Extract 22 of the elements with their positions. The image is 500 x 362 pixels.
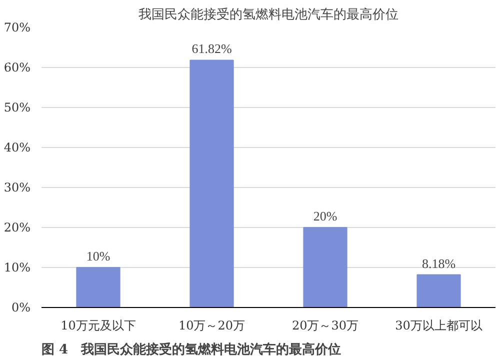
data-label: 8.18% — [422, 256, 456, 271]
data-label: 20% — [313, 208, 338, 224]
y-tick-label: 50% — [4, 100, 30, 114]
y-tick-label: 20% — [4, 220, 30, 234]
caption: 图 4 我国民众能接受的氢燃料电池汽车的最高价位 — [42, 342, 342, 358]
y-tick-label: 30% — [4, 180, 30, 194]
bar — [416, 274, 461, 308]
x-tick-label: 10万～20万 — [178, 318, 246, 332]
y-tick-label: 40% — [4, 140, 30, 154]
y-tick-label: 10% — [4, 260, 30, 274]
bar — [303, 227, 348, 308]
data-label: 61.82% — [192, 41, 232, 56]
data-label: 10% — [86, 248, 110, 264]
bar — [190, 60, 234, 308]
y-tick-label: 0% — [11, 300, 31, 314]
y-tick-label: 60% — [4, 60, 30, 74]
chart-title: 我国民众能接受的氢燃料电池汽车的最高价位 — [138, 6, 398, 22]
x-tick-label: 20万～30万 — [292, 318, 359, 332]
x-tick-label: 10万元及以下 — [60, 318, 136, 332]
bar — [76, 267, 120, 308]
y-tick-label: 70% — [4, 20, 30, 34]
x-tick-label: 30万以上都可以 — [395, 318, 482, 332]
